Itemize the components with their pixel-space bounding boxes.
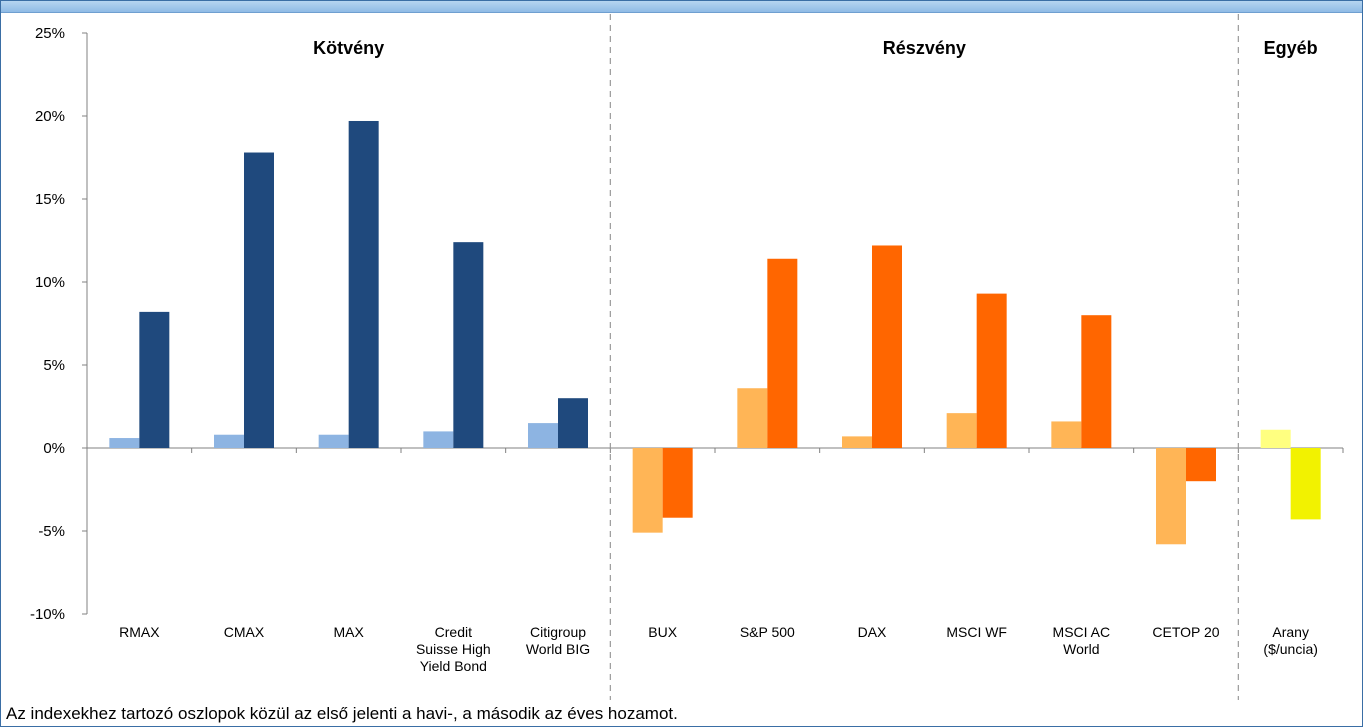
y-tick-label: 15% bbox=[35, 191, 65, 208]
bar-monthly bbox=[632, 448, 663, 533]
returns-bar-chart: 25% 20% 15% 10% 5% 0% -5% -10% Kötvény Részvény Eg… bbox=[30, 14, 1344, 700]
y-tick-label: 5% bbox=[43, 357, 65, 374]
category-label: S&P 500 bbox=[740, 624, 795, 640]
bar-monthly bbox=[946, 413, 977, 448]
title-bar bbox=[0, 0, 1363, 13]
chart-footnote: Az indexekhez tartozó oszlopok közül az … bbox=[6, 704, 678, 723]
bar-monthly bbox=[1051, 421, 1082, 448]
bar-monthly bbox=[318, 434, 349, 448]
category-label: Credit bbox=[435, 624, 472, 640]
bar-monthly bbox=[1156, 448, 1186, 545]
bar-annual bbox=[976, 293, 1007, 448]
y-tick-label: -5% bbox=[38, 523, 65, 540]
y-tick-label: -10% bbox=[30, 606, 65, 623]
bar-monthly bbox=[109, 438, 140, 448]
bar-monthly bbox=[423, 431, 454, 448]
bar-annual bbox=[1081, 315, 1112, 448]
category-label: MAX bbox=[333, 624, 364, 640]
bar-annual bbox=[1290, 448, 1321, 520]
category-label: Citigroup bbox=[530, 624, 586, 640]
bar-annual bbox=[1186, 448, 1216, 482]
category-label: Yield Bond bbox=[420, 658, 487, 674]
bar-annual bbox=[139, 311, 170, 448]
bar-annual bbox=[767, 258, 798, 448]
category-label: World BIG bbox=[526, 641, 590, 657]
category-label: MSCI WF bbox=[946, 624, 1007, 640]
category-label: CETOP 20 bbox=[1152, 624, 1219, 640]
bar-annual bbox=[558, 398, 588, 448]
category-label: CMAX bbox=[224, 624, 265, 640]
category-label: ($/uncia) bbox=[1263, 641, 1317, 657]
category-label: Suisse High bbox=[416, 641, 491, 657]
bar-monthly bbox=[842, 436, 872, 448]
category-label: MSCI AC bbox=[1053, 624, 1111, 640]
group-label: Részvény bbox=[883, 38, 966, 58]
category-label: Arany bbox=[1272, 624, 1309, 640]
bar-monthly bbox=[214, 434, 244, 448]
category-label: World bbox=[1063, 641, 1099, 657]
bar-monthly bbox=[737, 388, 768, 448]
category-label: BUX bbox=[648, 624, 677, 640]
bar-annual bbox=[453, 242, 484, 448]
bar-annual bbox=[872, 245, 902, 448]
bar-monthly bbox=[528, 423, 558, 448]
group-label: Egyéb bbox=[1264, 38, 1318, 58]
bar-annual bbox=[244, 152, 274, 448]
group-label: Kötvény bbox=[313, 38, 384, 58]
bar-annual bbox=[662, 448, 693, 518]
y-tick-label: 0% bbox=[43, 440, 65, 457]
category-label: RMAX bbox=[119, 624, 160, 640]
y-tick-label: 20% bbox=[35, 108, 65, 125]
bar-monthly bbox=[1260, 429, 1291, 448]
y-tick-label: 25% bbox=[35, 25, 65, 42]
bar-annual bbox=[348, 120, 379, 448]
category-label: DAX bbox=[858, 624, 887, 640]
y-tick-label: 10% bbox=[35, 274, 65, 291]
